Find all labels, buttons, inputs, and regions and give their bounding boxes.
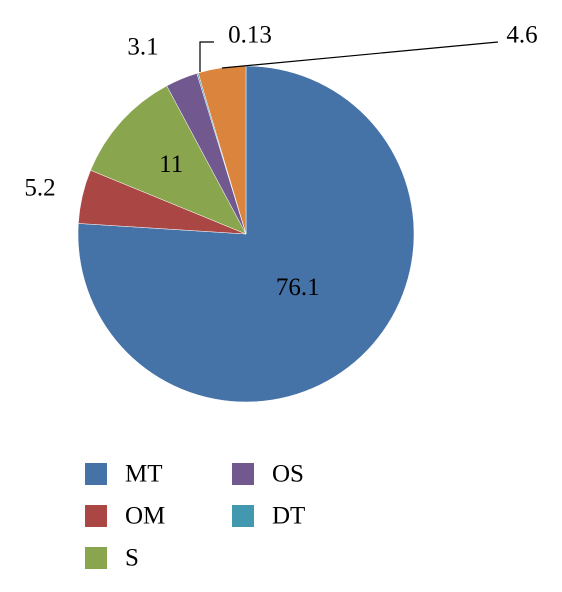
legend-swatch xyxy=(85,547,107,569)
legend-swatch xyxy=(85,505,107,527)
pie-slice xyxy=(90,85,247,235)
data-label: 5.2 xyxy=(24,175,55,202)
data-label: 76.1 xyxy=(276,274,320,301)
data-label: 11 xyxy=(159,151,183,178)
legend-swatch xyxy=(232,463,254,485)
legend-label: DT xyxy=(272,503,305,530)
data-label: 3.1 xyxy=(127,34,158,61)
legend-swatch xyxy=(232,505,254,527)
legend-label: OS xyxy=(272,461,304,488)
legend-swatch xyxy=(85,463,107,485)
legend-label: MT xyxy=(125,461,163,488)
pie-slice xyxy=(77,65,415,403)
data-label: 4.6 xyxy=(506,22,537,49)
leader-line xyxy=(199,41,214,72)
data-label: 0.13 xyxy=(228,22,272,49)
legend-label: S xyxy=(125,545,139,572)
legend-label: OM xyxy=(125,503,165,530)
leader-line xyxy=(221,41,499,69)
